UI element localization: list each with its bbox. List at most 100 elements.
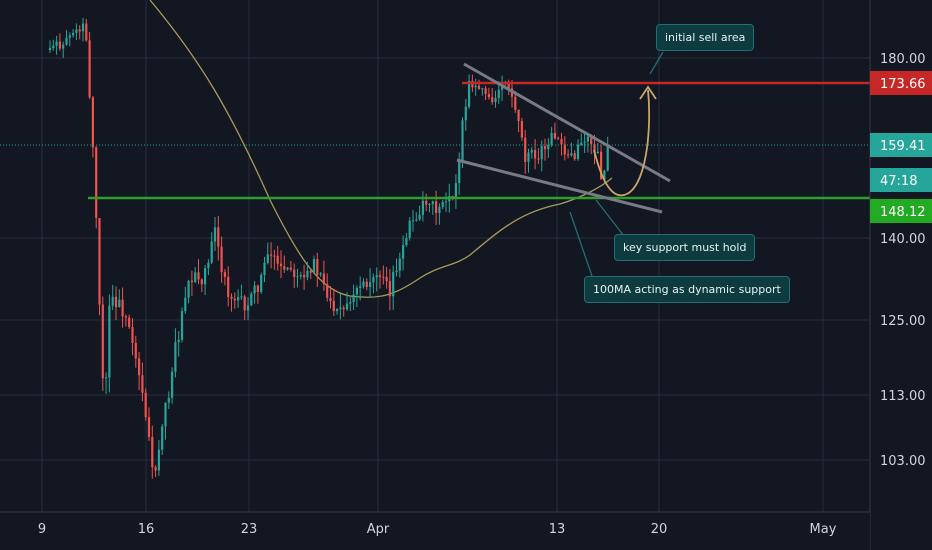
badge-text-countdown: 47:18 bbox=[880, 174, 917, 189]
candle-body-158 bbox=[570, 153, 573, 156]
candle-body-37 bbox=[171, 371, 174, 398]
candle-body-103 bbox=[388, 281, 391, 297]
candle-body-41 bbox=[184, 297, 187, 312]
x-tick-label: 20 bbox=[651, 522, 668, 537]
candle-body-93 bbox=[355, 287, 358, 295]
candle-body-146 bbox=[530, 150, 533, 153]
candle-body-94 bbox=[359, 286, 362, 288]
badge-support bbox=[870, 199, 932, 223]
y-tick-label: 113.00 bbox=[880, 389, 926, 404]
candle-body-163 bbox=[586, 136, 589, 142]
candle-body-116 bbox=[431, 201, 434, 204]
annotation-pointers bbox=[569, 51, 664, 277]
candle-body-151 bbox=[547, 144, 550, 150]
candle-body-133 bbox=[487, 94, 490, 98]
candle-body-35 bbox=[164, 402, 167, 427]
candle-body-143 bbox=[520, 120, 523, 138]
candle-body-125 bbox=[461, 120, 464, 161]
candle-body-119 bbox=[441, 201, 444, 207]
candlesticks bbox=[48, 17, 609, 479]
candle-body-127 bbox=[468, 80, 471, 107]
candle-body-4 bbox=[62, 44, 65, 49]
badge-resistance bbox=[870, 71, 932, 95]
candle-body-97 bbox=[369, 282, 372, 287]
candle-body-67 bbox=[270, 254, 273, 256]
projection-curve bbox=[593, 89, 651, 197]
candle-body-11 bbox=[85, 23, 88, 41]
candle-body-25 bbox=[131, 327, 134, 343]
candle-body-135 bbox=[494, 97, 497, 103]
x-tick-label: Apr bbox=[367, 522, 390, 537]
candle-body-17 bbox=[105, 377, 108, 379]
candle-body-159 bbox=[573, 153, 576, 160]
candle-body-13 bbox=[91, 97, 94, 148]
sell-area-note: initial sell area bbox=[656, 24, 755, 51]
candle-body-38 bbox=[174, 342, 177, 372]
candle-body-80 bbox=[312, 259, 316, 273]
candle-body-108 bbox=[405, 238, 408, 246]
channel-upper-line bbox=[463, 62, 671, 183]
candle-body-142 bbox=[517, 109, 520, 121]
candle-body-114 bbox=[425, 200, 428, 205]
candle-body-113 bbox=[421, 200, 424, 215]
candle-body-23 bbox=[124, 316, 127, 318]
candle-body-81 bbox=[316, 259, 319, 275]
x-tick-label: 13 bbox=[549, 522, 566, 537]
candle-body-59 bbox=[243, 296, 246, 311]
x-tick-label: 9 bbox=[38, 522, 46, 537]
y-tick-label: 103.00 bbox=[880, 454, 926, 469]
candle-body-169 bbox=[606, 146, 609, 171]
candle-body-132 bbox=[484, 88, 487, 95]
candle-body-126 bbox=[464, 106, 467, 121]
candle-body-120 bbox=[444, 201, 448, 203]
candle-body-160 bbox=[576, 144, 580, 160]
candle-body-85 bbox=[329, 297, 332, 301]
x-tick-label: 16 bbox=[138, 522, 155, 537]
candle-body-58 bbox=[240, 296, 243, 298]
ma-support-note: 100MA acting as dynamic support bbox=[584, 276, 790, 303]
candle-body-111 bbox=[415, 219, 418, 221]
candle-body-65 bbox=[263, 262, 266, 276]
candle-body-117 bbox=[435, 201, 438, 214]
candle-body-6 bbox=[68, 35, 71, 38]
candle-body-22 bbox=[121, 299, 124, 317]
candle-body-131 bbox=[481, 88, 484, 90]
candle-body-5 bbox=[65, 37, 68, 45]
candle-body-73 bbox=[289, 267, 292, 270]
candle-body-19 bbox=[111, 296, 114, 306]
candle-body-88 bbox=[339, 307, 342, 310]
candle-body-20 bbox=[114, 296, 118, 308]
candle-body-12 bbox=[88, 40, 91, 98]
candle-body-144 bbox=[524, 137, 527, 162]
candle-body-29 bbox=[144, 392, 147, 418]
candle-body-33 bbox=[157, 449, 160, 471]
candle-body-162 bbox=[583, 141, 586, 143]
badge-text-support: 148.12 bbox=[880, 205, 926, 220]
candle-body-62 bbox=[253, 285, 256, 294]
candle-body-44 bbox=[194, 272, 197, 283]
candle-body-49 bbox=[210, 241, 213, 263]
candle-body-123 bbox=[454, 183, 457, 199]
candle-body-53 bbox=[223, 272, 226, 277]
candle-body-78 bbox=[306, 270, 309, 278]
candle-body-60 bbox=[246, 305, 250, 311]
candle-body-157 bbox=[567, 154, 570, 156]
candle-body-139 bbox=[507, 81, 510, 89]
candle-body-149 bbox=[540, 146, 543, 160]
candle-body-27 bbox=[138, 358, 141, 376]
candle-body-24 bbox=[128, 317, 131, 328]
candle-body-10 bbox=[81, 23, 85, 32]
candle-body-2 bbox=[55, 41, 58, 46]
candle-body-156 bbox=[563, 144, 566, 155]
x-tick-label: May bbox=[810, 522, 837, 537]
candle-body-148 bbox=[537, 158, 540, 160]
candle-body-68 bbox=[273, 255, 276, 257]
candle-body-154 bbox=[557, 138, 560, 140]
candle-body-14 bbox=[95, 147, 98, 219]
candle-body-15 bbox=[98, 218, 101, 305]
candle-body-51 bbox=[217, 227, 220, 247]
badge-countdown bbox=[870, 168, 932, 192]
candle-body-89 bbox=[342, 307, 345, 310]
candle-body-84 bbox=[326, 284, 329, 298]
